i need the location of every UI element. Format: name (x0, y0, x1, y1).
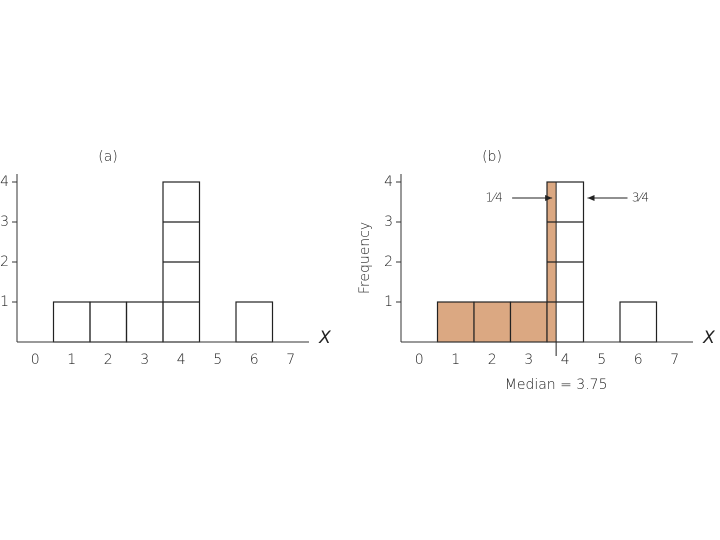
y-tick-label: 3 (384, 214, 393, 230)
x-tick-label: 1 (451, 352, 460, 368)
x-tick-label: 0 (31, 352, 40, 368)
median-label: Median = 3.75 (505, 377, 608, 393)
bar (89, 301, 128, 343)
x-tick-label: 7 (670, 352, 679, 368)
right-fraction: 3⁄4 (632, 191, 649, 205)
bar (52, 301, 91, 343)
x-tick-label: 2 (104, 352, 113, 368)
x-tick-label: 2 (488, 352, 497, 368)
y-tick-label: 4 (0, 174, 9, 190)
y-tick-label: 1 (0, 294, 9, 310)
y-tick-label: 2 (0, 254, 9, 270)
y-tick-label: 4 (384, 174, 393, 190)
bar (235, 301, 274, 343)
x-tick-label: 5 (597, 352, 606, 368)
x-tick-label: 4 (561, 352, 570, 368)
chart-title: (a) (98, 149, 118, 165)
left-fraction: 1⁄4 (485, 191, 502, 205)
x-axis-label: X (318, 328, 331, 348)
chart-title: (b) (482, 149, 502, 165)
bar (125, 301, 164, 343)
x-tick-label: 7 (286, 352, 295, 368)
x-tick-label: 4 (177, 352, 186, 368)
x-tick-label: 6 (634, 352, 643, 368)
bar (509, 301, 548, 343)
x-tick-label: 3 (524, 352, 533, 368)
x-tick-label: 6 (250, 352, 259, 368)
x-tick-label: 0 (415, 352, 424, 368)
y-tick-label: 2 (384, 254, 393, 270)
x-tick-label: 3 (140, 352, 149, 368)
x-axis-label: X (702, 328, 715, 348)
bar (436, 301, 475, 343)
bar (473, 301, 512, 343)
bar (619, 301, 658, 343)
y-tick-label: 1 (384, 294, 393, 310)
x-tick-label: 1 (67, 352, 76, 368)
y-tick-label: 3 (0, 214, 9, 230)
y-axis-label: Frequency (357, 222, 373, 294)
x-tick-label: 5 (213, 352, 222, 368)
